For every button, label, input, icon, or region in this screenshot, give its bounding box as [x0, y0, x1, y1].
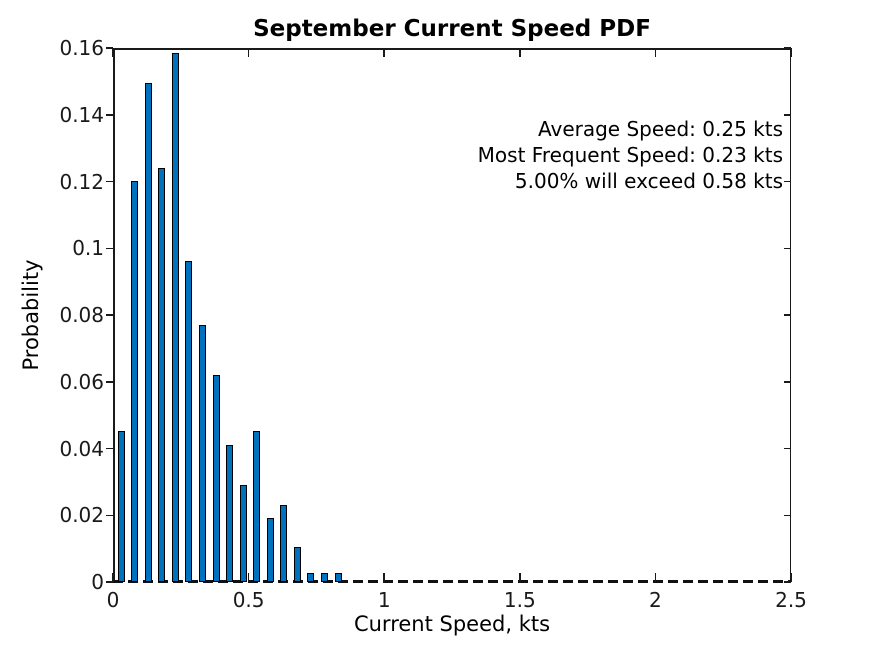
x-tick-mark	[247, 573, 250, 582]
x-tick-mark-top	[247, 48, 250, 57]
y-tick-label: 0.02	[59, 503, 104, 528]
x-tick-label: 1.5	[503, 588, 536, 612]
histogram-bar	[131, 181, 139, 582]
histogram-bar	[226, 444, 234, 582]
x-tick-label: 0	[106, 588, 120, 612]
y-tick-mark-right	[784, 447, 791, 450]
histogram-bar	[307, 573, 315, 582]
x-tick-mark	[519, 573, 521, 582]
y-tick-label: 0.16	[59, 36, 104, 60]
histogram-bar	[158, 167, 166, 582]
x-tick-mark	[654, 573, 657, 582]
y-tick-label: 0.1	[72, 236, 104, 261]
y-tick-mark	[106, 447, 113, 450]
x-tick-mark-top	[383, 48, 385, 57]
histogram-bar	[266, 518, 274, 582]
histogram-bar	[198, 324, 206, 582]
annotation-average-speed: Average Speed: 0.25 kts	[537, 117, 783, 141]
x-tick-label: 2.5	[775, 588, 807, 612]
annotation-exceed-speed: 5.00% will exceed 0.58 kts	[514, 169, 783, 193]
histogram-bar	[253, 431, 261, 582]
y-tick-mark-right	[784, 514, 791, 516]
stats-annotation: Average Speed: 0.25 kts Most Frequent Sp…	[478, 116, 783, 194]
y-tick-label: 0.12	[59, 169, 104, 194]
x-tick-mark-top	[790, 48, 792, 57]
histogram-bar	[185, 261, 193, 582]
y-tick-mark	[106, 47, 113, 49]
histogram-bar	[321, 573, 329, 582]
y-tick-mark	[106, 381, 113, 383]
x-tick-mark	[790, 573, 792, 582]
y-tick-mark	[106, 314, 113, 316]
y-tick-mark-right	[784, 180, 791, 183]
y-tick-mark-right	[784, 381, 791, 383]
x-tick-mark	[112, 573, 114, 582]
y-tick-mark-right	[784, 114, 791, 116]
x-tick-label: 0.5	[232, 588, 265, 612]
x-axis-label: Current Speed, kts	[353, 612, 551, 636]
y-tick-mark	[106, 114, 113, 116]
zero-dashed-line	[113, 580, 791, 583]
y-tick-mark-right	[784, 47, 791, 49]
y-tick-label: 0.08	[59, 303, 104, 327]
y-axis-line	[113, 48, 115, 582]
y-tick-label: 0	[91, 570, 104, 594]
y-tick-mark	[106, 581, 113, 583]
histogram-bar	[334, 573, 342, 582]
y-tick-label: 0.14	[59, 102, 104, 127]
y-tick-mark-right	[784, 247, 791, 249]
x-tick-mark-top	[519, 48, 521, 57]
x-tick-label: 1	[377, 588, 391, 612]
annotation-frequent-speed: Most Frequent Speed: 0.23 kts	[477, 143, 783, 167]
histogram-bar	[212, 374, 220, 582]
top-axis-line	[113, 48, 791, 50]
histogram-bar	[171, 52, 179, 582]
histogram-bar	[280, 504, 288, 582]
x-tick-label: 2	[649, 588, 662, 612]
y-tick-mark	[106, 180, 113, 183]
histogram-bar	[239, 484, 247, 582]
histogram-bar	[293, 546, 301, 582]
y-tick-label: 0.06	[59, 369, 104, 394]
y-tick-label: 0.04	[59, 436, 104, 461]
y-tick-mark-right	[784, 581, 791, 583]
histogram-bar	[144, 82, 152, 582]
histogram-bar	[117, 431, 125, 582]
chart-title: September Current Speed PDF	[253, 16, 651, 42]
plot-area	[106, 47, 792, 583]
x-tick-mark	[383, 573, 385, 582]
y-tick-mark	[106, 247, 113, 249]
y-tick-mark	[106, 514, 113, 516]
x-tick-mark-top	[654, 48, 657, 57]
y-tick-mark-right	[784, 314, 791, 316]
x-tick-mark-top	[112, 48, 114, 57]
